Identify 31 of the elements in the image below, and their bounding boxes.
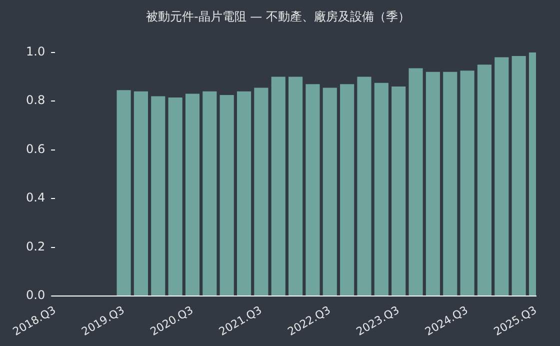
y-tick-label: 0.2 <box>26 239 46 254</box>
bar <box>185 94 200 296</box>
bar <box>477 64 492 296</box>
bar <box>340 84 354 296</box>
chart-title: 被動元件-晶片電阻 — 不動產、廠房及設備（季） <box>146 9 410 24</box>
bar <box>271 76 286 296</box>
y-tick-label: 0.0 <box>26 288 46 302</box>
bar <box>426 72 440 296</box>
bar <box>168 97 182 296</box>
y-tick-label: 0.4 <box>26 190 46 205</box>
bar <box>460 70 474 296</box>
bar <box>494 57 509 296</box>
bar <box>306 84 320 296</box>
bar <box>151 96 166 296</box>
bar <box>374 82 388 296</box>
bar <box>322 88 337 296</box>
y-tick-label: 0.8 <box>26 93 46 108</box>
bar <box>288 76 303 296</box>
bar <box>443 72 458 296</box>
bar <box>357 76 372 296</box>
bar <box>220 95 234 296</box>
bar <box>134 91 148 296</box>
y-tick-label: 1.0 <box>26 44 46 59</box>
bar <box>202 91 217 296</box>
bar <box>512 56 526 296</box>
y-tick-label: 0.6 <box>26 142 46 156</box>
bar <box>116 90 131 296</box>
bar <box>254 88 268 296</box>
bar <box>408 68 423 296</box>
bar <box>392 86 406 296</box>
bar <box>236 91 252 296</box>
